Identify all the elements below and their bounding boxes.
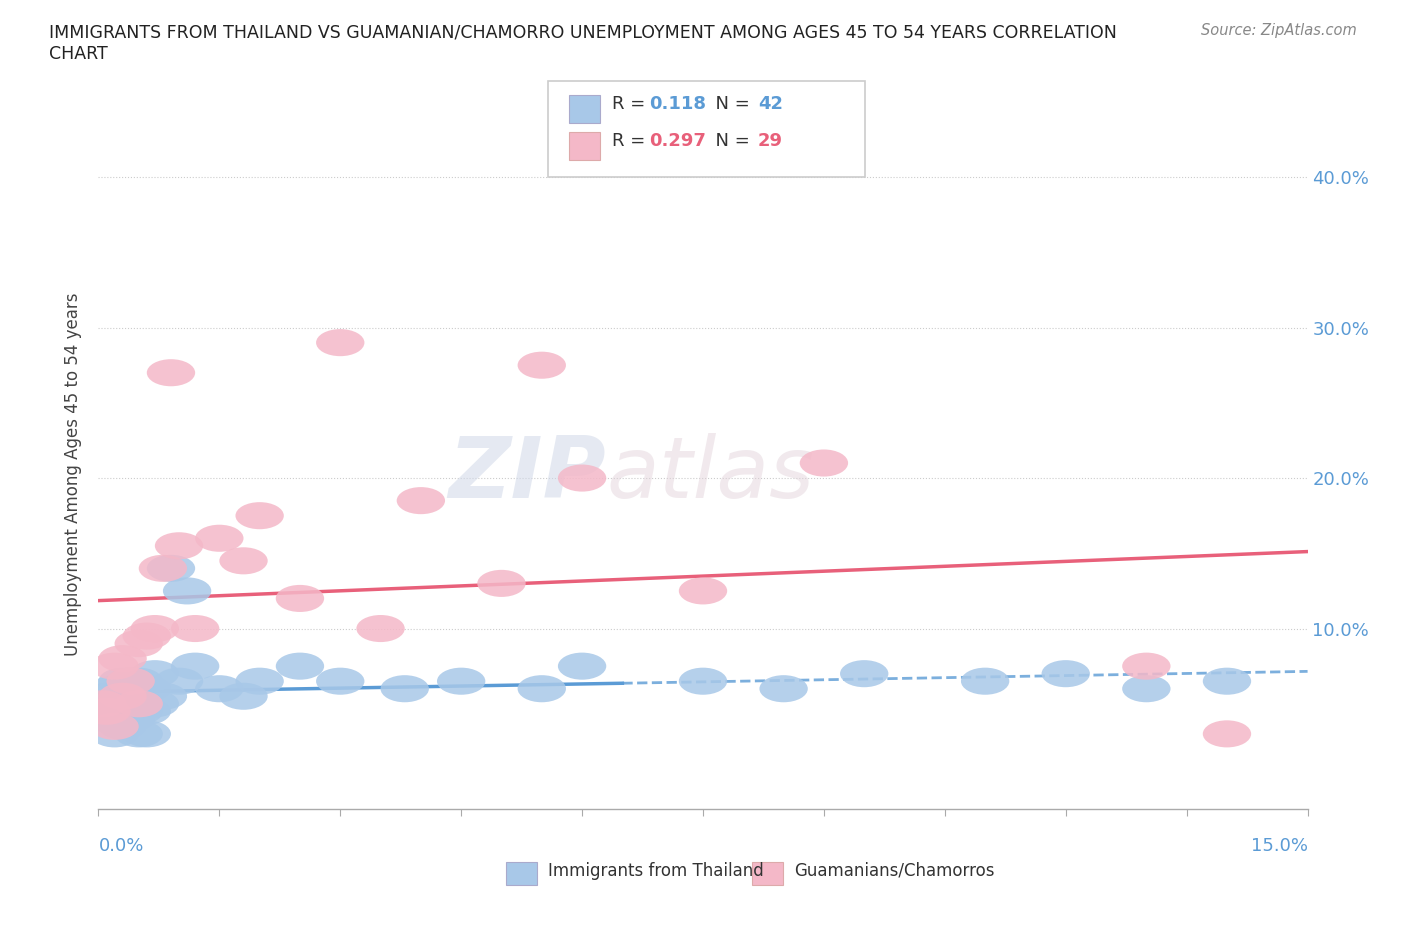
Ellipse shape (122, 698, 172, 724)
Ellipse shape (155, 668, 204, 695)
Ellipse shape (83, 705, 131, 732)
Ellipse shape (195, 525, 243, 551)
Ellipse shape (1202, 721, 1251, 748)
Ellipse shape (114, 698, 163, 724)
Ellipse shape (79, 698, 127, 724)
Ellipse shape (114, 683, 163, 710)
Ellipse shape (219, 547, 267, 575)
Ellipse shape (558, 464, 606, 492)
Ellipse shape (155, 532, 204, 559)
Ellipse shape (1042, 660, 1090, 687)
Ellipse shape (235, 502, 284, 529)
Ellipse shape (235, 668, 284, 695)
Ellipse shape (107, 683, 155, 710)
Text: 0.118: 0.118 (650, 95, 707, 113)
Ellipse shape (396, 487, 446, 514)
Ellipse shape (558, 653, 606, 680)
Ellipse shape (219, 683, 267, 710)
Ellipse shape (90, 712, 139, 740)
Text: R =: R = (612, 95, 651, 113)
Ellipse shape (800, 449, 848, 476)
Ellipse shape (356, 615, 405, 642)
Ellipse shape (98, 690, 146, 717)
Ellipse shape (114, 721, 163, 748)
Text: 0.0%: 0.0% (98, 837, 143, 855)
Ellipse shape (477, 570, 526, 597)
Ellipse shape (759, 675, 808, 702)
Ellipse shape (1122, 675, 1171, 702)
Ellipse shape (316, 668, 364, 695)
Ellipse shape (107, 705, 155, 732)
Ellipse shape (139, 555, 187, 582)
Ellipse shape (90, 653, 139, 680)
Text: 15.0%: 15.0% (1250, 837, 1308, 855)
Ellipse shape (122, 721, 172, 748)
Ellipse shape (83, 683, 131, 710)
Ellipse shape (960, 668, 1010, 695)
Ellipse shape (131, 615, 179, 642)
Text: 0.297: 0.297 (650, 132, 706, 150)
Ellipse shape (122, 622, 172, 649)
Text: Immigrants from Thailand: Immigrants from Thailand (548, 861, 763, 880)
Ellipse shape (139, 683, 187, 710)
Ellipse shape (679, 668, 727, 695)
Ellipse shape (276, 585, 325, 612)
Text: R =: R = (612, 132, 651, 150)
Ellipse shape (90, 721, 139, 748)
Ellipse shape (276, 653, 325, 680)
Ellipse shape (98, 683, 146, 710)
Ellipse shape (107, 668, 155, 695)
Ellipse shape (98, 645, 146, 672)
Ellipse shape (381, 675, 429, 702)
Ellipse shape (79, 690, 127, 717)
Ellipse shape (172, 653, 219, 680)
Text: 42: 42 (758, 95, 783, 113)
Ellipse shape (517, 352, 567, 379)
Ellipse shape (107, 668, 155, 695)
Text: atlas: atlas (606, 432, 814, 516)
Ellipse shape (172, 615, 219, 642)
Ellipse shape (122, 675, 172, 702)
Ellipse shape (146, 359, 195, 386)
Ellipse shape (679, 578, 727, 604)
Ellipse shape (131, 690, 179, 717)
Ellipse shape (195, 675, 243, 702)
Ellipse shape (163, 578, 211, 604)
Ellipse shape (437, 668, 485, 695)
Text: Source: ZipAtlas.com: Source: ZipAtlas.com (1201, 23, 1357, 38)
Ellipse shape (98, 668, 146, 695)
Text: N =: N = (704, 132, 756, 150)
Ellipse shape (1122, 653, 1171, 680)
Ellipse shape (83, 698, 131, 724)
Ellipse shape (90, 698, 139, 724)
Y-axis label: Unemployment Among Ages 45 to 54 years: Unemployment Among Ages 45 to 54 years (65, 293, 83, 656)
Text: 29: 29 (758, 132, 783, 150)
Ellipse shape (114, 668, 163, 695)
Text: Guamanians/Chamorros: Guamanians/Chamorros (794, 861, 995, 880)
Ellipse shape (98, 712, 146, 740)
Text: N =: N = (704, 95, 756, 113)
Text: ZIP: ZIP (449, 432, 606, 516)
Ellipse shape (839, 660, 889, 687)
Ellipse shape (114, 690, 163, 717)
Ellipse shape (316, 329, 364, 356)
Text: CHART: CHART (49, 45, 108, 62)
Ellipse shape (114, 630, 163, 658)
Text: IMMIGRANTS FROM THAILAND VS GUAMANIAN/CHAMORRO UNEMPLOYMENT AMONG AGES 45 TO 54 : IMMIGRANTS FROM THAILAND VS GUAMANIAN/CH… (49, 23, 1118, 41)
Ellipse shape (146, 555, 195, 582)
Ellipse shape (90, 675, 139, 702)
Ellipse shape (131, 660, 179, 687)
Ellipse shape (517, 675, 567, 702)
Ellipse shape (1202, 668, 1251, 695)
